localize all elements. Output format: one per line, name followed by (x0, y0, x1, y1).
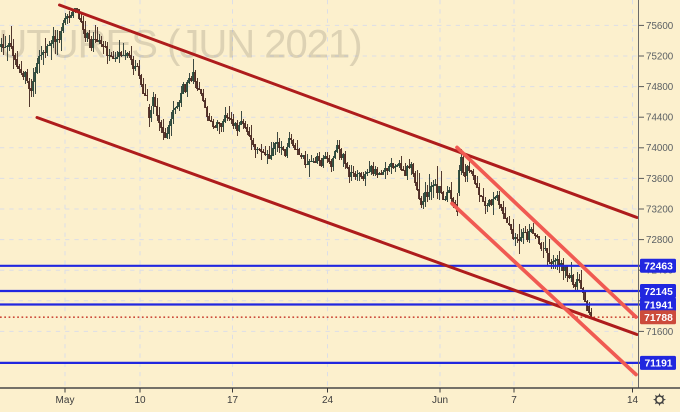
svg-text:71600: 71600 (646, 327, 674, 338)
svg-text:10: 10 (134, 395, 146, 406)
svg-text:74000: 74000 (646, 143, 674, 154)
svg-text:May: May (56, 395, 75, 406)
svg-text:71191: 71191 (644, 359, 672, 370)
svg-text:71941: 71941 (644, 300, 673, 311)
svg-text:73200: 73200 (646, 204, 674, 215)
svg-text:Jun: Jun (432, 395, 448, 406)
svg-text:73600: 73600 (646, 174, 674, 185)
svg-text:71788: 71788 (644, 313, 673, 324)
svg-text:24: 24 (322, 395, 334, 406)
svg-text:FUTURES (JUN 2021): FUTURES (JUN 2021) (0, 23, 362, 67)
svg-text:7: 7 (511, 395, 517, 406)
svg-text:14: 14 (627, 395, 639, 406)
svg-text:17: 17 (227, 395, 239, 406)
svg-text:72463: 72463 (644, 262, 673, 273)
svg-text:74800: 74800 (646, 82, 674, 93)
svg-text:72800: 72800 (646, 235, 674, 246)
svg-text:75600: 75600 (646, 21, 674, 32)
svg-text:74400: 74400 (646, 113, 674, 124)
svg-text:75200: 75200 (646, 51, 674, 62)
svg-text:72145: 72145 (644, 287, 673, 298)
